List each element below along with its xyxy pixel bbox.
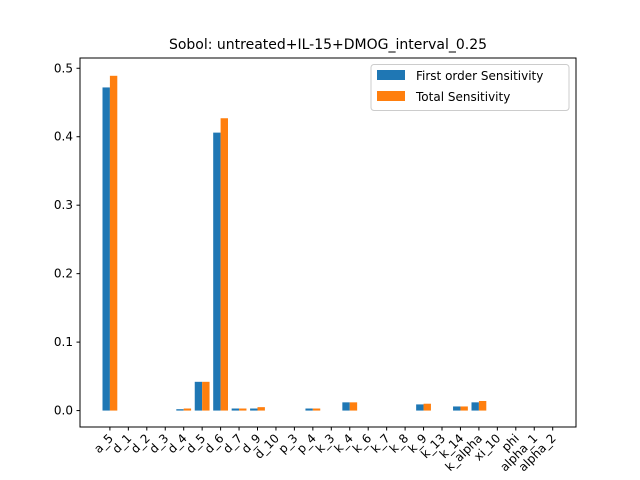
bar-first-order-d_7 — [231, 408, 240, 411]
y-tick-label: 0.1 — [54, 335, 73, 349]
bar-first-order-d_5 — [194, 381, 203, 411]
bar-total-d_7 — [239, 408, 247, 411]
plot-frame — [79, 57, 577, 428]
bar-first-order-k_4 — [342, 402, 350, 411]
bar-total-k_4 — [349, 402, 358, 411]
bar-total-k_9 — [423, 403, 431, 411]
legend-box — [370, 64, 570, 111]
bar-first-order-k_alpha — [471, 402, 479, 411]
bar-first-order-k_14 — [453, 406, 461, 411]
bar-first-order-d_9 — [250, 408, 258, 411]
bars-group — [102, 75, 487, 411]
bar-total-d_5 — [202, 381, 210, 411]
bar-total-d_9 — [257, 407, 265, 411]
bar-total-d_6 — [220, 118, 228, 411]
y-tick-label: 0.5 — [54, 61, 73, 75]
y-tick-label: 0.0 — [54, 404, 73, 418]
y-tick-label: 0.4 — [54, 130, 73, 144]
bar-first-order-p_4 — [305, 408, 313, 411]
legend-swatch-total — [377, 91, 405, 101]
bar-first-order-d_6 — [213, 132, 221, 411]
legend: First order Sensitivity Total Sensitivity — [370, 64, 570, 111]
y-tick-label: 0.3 — [54, 198, 73, 212]
bar-total-d_4 — [183, 408, 192, 411]
bar-total-k_14 — [460, 406, 468, 411]
bar-first-order-a_5 — [102, 87, 110, 411]
bar-total-k_alpha — [478, 400, 487, 411]
chart-title: Sobol: untreated+IL-15+DMOG_interval_0.2… — [169, 37, 487, 53]
legend-label-first-order: First order Sensitivity — [416, 69, 543, 83]
bar-first-order-k_9 — [416, 404, 424, 411]
legend-label-total: Total Sensitivity — [415, 90, 510, 104]
bar-total-a_5 — [109, 75, 118, 411]
legend-swatch-first-order — [377, 70, 405, 80]
y-tick-label: 0.2 — [54, 267, 73, 281]
bar-first-order-d_4 — [176, 409, 184, 411]
y-axis: 0.0 0.1 0.2 0.3 0.4 0.5 — [54, 61, 80, 418]
bar-total-p_4 — [312, 408, 321, 411]
